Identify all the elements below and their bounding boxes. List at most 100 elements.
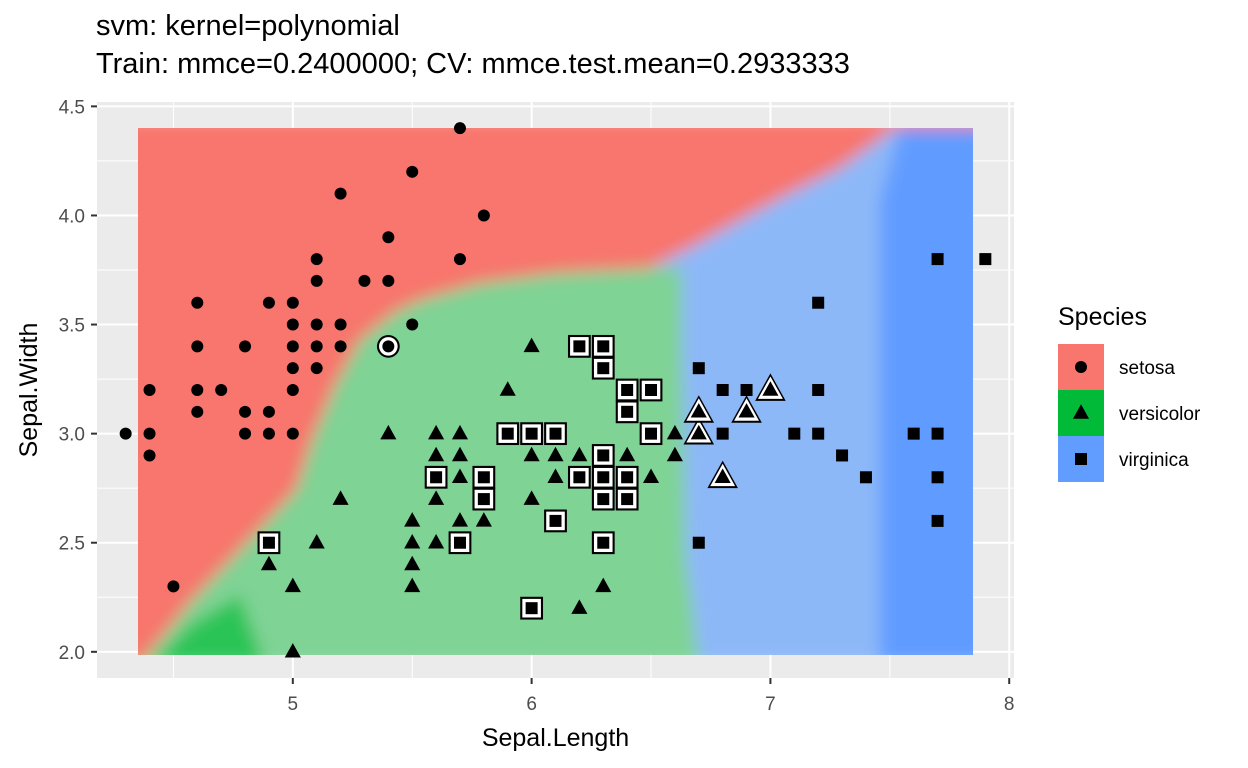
point-marker	[119, 427, 132, 440]
point-marker	[286, 318, 299, 331]
data-point-virginica	[520, 422, 544, 446]
data-point-versicolor	[404, 512, 421, 527]
point-marker	[738, 403, 755, 418]
data-point-setosa	[286, 427, 299, 440]
data-point-virginica	[496, 422, 520, 446]
point-marker	[477, 209, 490, 222]
point-marker	[812, 427, 825, 440]
point-marker	[477, 493, 490, 506]
data-point-virginica	[424, 465, 448, 489]
data-point-setosa	[191, 384, 204, 396]
point-marker	[143, 449, 156, 462]
data-point-versicolor	[666, 424, 683, 440]
point-marker	[547, 468, 564, 484]
legend-marker	[1072, 404, 1090, 419]
point-marker	[523, 446, 540, 462]
point-marker	[262, 296, 275, 309]
data-point-versicolor	[595, 577, 612, 593]
point-marker	[523, 337, 540, 353]
point-marker	[597, 449, 610, 462]
data-point-setosa	[453, 122, 466, 135]
point-marker	[716, 384, 729, 396]
data-point-versicolor	[755, 373, 786, 401]
data-point-virginica	[615, 378, 639, 402]
point-marker	[260, 555, 277, 571]
point-marker	[191, 296, 204, 309]
data-point-setosa	[239, 405, 252, 418]
point-marker	[525, 427, 538, 440]
data-point-setosa	[143, 384, 156, 396]
point-marker	[143, 427, 156, 440]
data-point-setosa	[191, 296, 204, 309]
y-tick-label: 2.0	[59, 643, 85, 664]
legend-marker	[1075, 361, 1087, 373]
point-marker	[619, 446, 636, 462]
data-point-setosa	[143, 449, 156, 462]
data-point-virginica	[931, 514, 944, 527]
point-marker	[262, 405, 275, 418]
data-point-virginica	[591, 531, 615, 555]
data-point-versicolor	[428, 533, 445, 549]
data-point-setosa	[286, 318, 299, 331]
data-point-versicolor	[571, 599, 588, 614]
y-tick-label: 4.5	[59, 97, 85, 118]
point-marker	[191, 384, 204, 396]
point-marker	[812, 296, 825, 309]
x-tick-label: 7	[765, 694, 776, 715]
point-marker	[404, 577, 421, 593]
point-marker	[475, 512, 492, 527]
data-point-versicolor	[683, 395, 715, 423]
point-marker	[404, 512, 421, 527]
point-marker	[597, 493, 610, 506]
data-point-setosa	[286, 384, 299, 396]
point-marker	[716, 427, 729, 440]
decision-regions	[138, 128, 973, 655]
legend-title: Species	[1058, 303, 1147, 331]
point-marker	[284, 577, 301, 593]
data-point-setosa	[167, 580, 180, 593]
data-point-versicolor	[284, 643, 301, 658]
data-point-setosa	[334, 340, 347, 353]
point-marker	[430, 471, 443, 484]
data-point-setosa	[382, 274, 395, 287]
data-point-virginica	[931, 471, 944, 484]
data-point-virginica	[257, 531, 281, 555]
data-point-versicolor	[451, 446, 469, 462]
data-point-setosa	[262, 427, 275, 440]
data-point-versicolor	[380, 424, 397, 440]
data-point-versicolor	[475, 512, 492, 527]
data-point-setosa	[143, 427, 156, 440]
point-marker	[666, 424, 683, 440]
point-marker	[714, 468, 731, 484]
point-marker	[262, 427, 275, 440]
point-marker	[310, 318, 323, 331]
data-point-virginica	[639, 378, 663, 402]
data-point-virginica	[907, 427, 920, 440]
region-versicolor	[146, 268, 699, 655]
point-marker	[523, 490, 540, 505]
point-marker	[549, 427, 562, 440]
data-point-versicolor	[619, 446, 636, 462]
data-point-virginica	[615, 400, 639, 424]
legend-item-virginica: virginica	[1058, 436, 1189, 482]
point-marker	[286, 340, 299, 353]
data-point-versicolor	[571, 446, 588, 462]
data-point-virginica	[615, 487, 639, 511]
point-marker	[239, 427, 252, 440]
point-marker	[642, 468, 660, 484]
point-marker	[453, 536, 466, 549]
point-marker	[597, 362, 610, 375]
point-marker	[666, 446, 683, 462]
data-point-virginica	[520, 596, 544, 620]
data-point-setosa	[239, 340, 252, 353]
data-point-virginica	[591, 334, 615, 358]
point-marker	[453, 253, 466, 266]
y-axis-label: Sepal.Width	[15, 323, 43, 458]
point-marker	[215, 384, 228, 396]
x-tick-label: 8	[1004, 694, 1015, 715]
point-marker	[501, 427, 514, 440]
point-marker	[597, 536, 610, 549]
data-point-versicolor	[332, 490, 349, 505]
point-marker	[477, 471, 490, 484]
region-versicolor-core	[160, 595, 262, 655]
